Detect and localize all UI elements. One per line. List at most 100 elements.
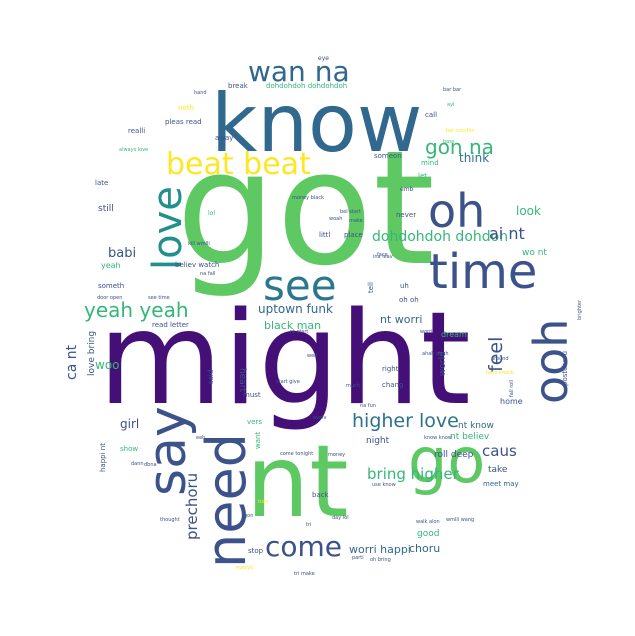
word: well — [307, 353, 317, 359]
word: tell — [367, 282, 375, 293]
word: prechoru — [183, 472, 201, 540]
word: noth — [178, 104, 194, 112]
word: worri happi — [349, 543, 411, 556]
word: dohdohdoh dohdohdoh — [266, 82, 348, 90]
word: realli — [128, 127, 146, 135]
word: feel — [485, 336, 507, 372]
word: caus — [482, 442, 517, 460]
word: roll deep — [434, 450, 474, 460]
word: lol — [208, 210, 216, 217]
word: make — [349, 218, 363, 224]
word: right — [382, 365, 399, 373]
word: eeh — [196, 435, 206, 441]
word: start give — [276, 379, 300, 385]
word: break — [228, 82, 248, 90]
word: around — [491, 356, 509, 362]
word: dann — [131, 461, 144, 467]
word: love bring — [87, 330, 97, 376]
word: bring higher — [367, 465, 459, 483]
word: black man — [264, 319, 322, 332]
word: brighter — [577, 299, 583, 320]
word: see — [263, 261, 337, 310]
word: postchoru — [561, 351, 569, 386]
word: higher love — [352, 410, 459, 432]
word: nt believ — [450, 432, 490, 442]
word: pleas read — [165, 118, 202, 126]
word: got — [176, 117, 435, 301]
word: vers — [247, 418, 262, 426]
word: wan na — [248, 55, 350, 88]
word: parti — [352, 555, 364, 561]
word: place — [344, 231, 363, 239]
word: kill wmlli — [188, 241, 210, 247]
word: eye — [318, 55, 329, 62]
word: know know — [424, 435, 453, 441]
word: worri — [420, 329, 433, 335]
word: dream — [441, 330, 467, 339]
word: emb — [400, 186, 414, 193]
word: tri make — [294, 571, 315, 577]
word: nt — [246, 423, 349, 540]
word: time — [429, 244, 538, 300]
word: thought — [160, 517, 180, 523]
word: gon — [244, 513, 254, 519]
word: happi nt — [99, 443, 107, 472]
word: oh — [428, 184, 486, 238]
word: evolv — [313, 415, 327, 421]
word: someth — [98, 282, 125, 290]
word: wo nt — [522, 248, 547, 258]
word: bel start — [340, 209, 361, 215]
word: still — [98, 204, 114, 214]
word: tri — [306, 522, 312, 528]
word: bar bar — [443, 87, 462, 93]
word: see time — [148, 295, 170, 301]
word: ca nt — [64, 344, 80, 380]
word: never — [396, 211, 417, 219]
word: use know — [372, 482, 396, 488]
word: night — [366, 436, 390, 446]
word: someon — [374, 152, 402, 160]
word: believ watch — [175, 261, 220, 269]
word: dbna — [144, 462, 157, 468]
word: might — [98, 285, 471, 434]
word: meet may — [483, 480, 519, 488]
word: must — [243, 391, 261, 399]
word: ai nt — [489, 224, 525, 243]
word: fall roll — [509, 380, 515, 397]
word: oh oh — [399, 296, 419, 304]
word: show — [120, 445, 139, 453]
word: back — [312, 491, 329, 499]
word: want — [254, 431, 262, 449]
word: uh — [400, 282, 409, 290]
word: wmlli wang — [446, 517, 475, 523]
word: look — [516, 204, 541, 218]
word: call — [425, 111, 438, 119]
word: much — [346, 383, 360, 389]
word: beat beat — [166, 147, 311, 182]
word: ahah ahah — [422, 351, 449, 357]
word: late — [95, 179, 109, 187]
word: walk alon — [416, 519, 440, 525]
word: stop — [248, 547, 264, 555]
word: woo — [95, 358, 120, 372]
word: nt start — [290, 329, 309, 335]
word: yeah — [101, 261, 121, 270]
word: home — [500, 397, 523, 406]
word: money black — [292, 195, 324, 201]
word: na fun — [360, 403, 376, 409]
word: take — [488, 465, 508, 475]
word: away — [215, 134, 234, 142]
word: always love — [119, 147, 149, 153]
word: door open — [97, 295, 123, 301]
word: bass knock — [486, 370, 514, 376]
word: face — [377, 252, 388, 258]
word: dohdohdoh dohdoh — [372, 229, 509, 245]
word: bel sunshin — [446, 128, 475, 134]
word: chang — [382, 381, 404, 389]
word: oh bring — [370, 557, 391, 563]
word: day lol — [332, 515, 349, 521]
word: come tonight — [280, 451, 314, 457]
word: everyb — [236, 565, 254, 571]
word: need — [195, 433, 258, 568]
word: mind — [421, 159, 439, 167]
